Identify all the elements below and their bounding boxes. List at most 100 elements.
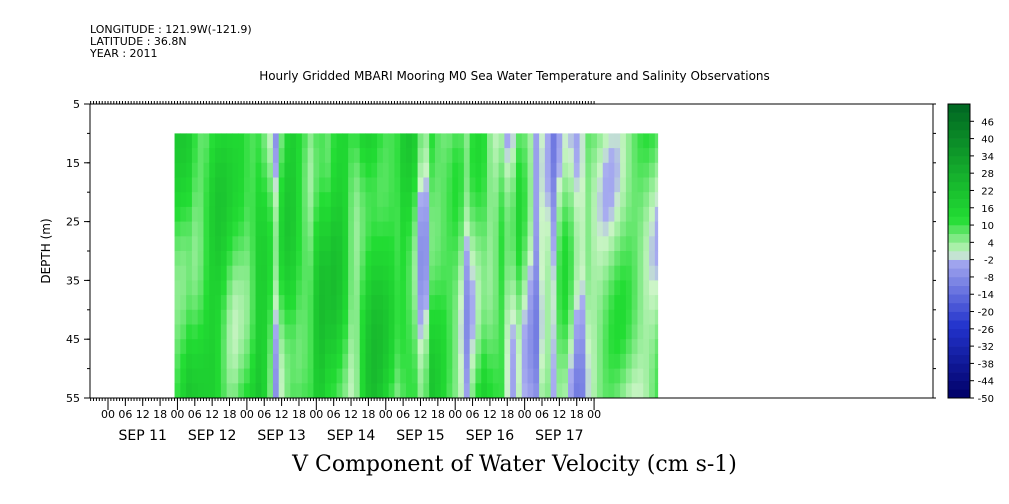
heatmap-cell	[400, 148, 407, 164]
heatmap-cell	[411, 206, 418, 222]
heatmap-cell	[249, 236, 256, 252]
heatmap-cell	[631, 280, 638, 296]
heatmap-cell	[573, 353, 581, 369]
heatmap-cell	[325, 148, 332, 164]
heatmap-cell	[573, 221, 581, 237]
heatmap-cell	[550, 309, 557, 325]
heatmap-cell	[296, 353, 303, 369]
heatmap-cell	[643, 339, 650, 355]
heatmap-cell	[226, 339, 233, 355]
heatmap-cell	[591, 177, 598, 193]
heatmap-cell	[353, 177, 361, 193]
heatmap-cell	[313, 148, 320, 164]
heatmap-cell	[527, 280, 534, 296]
heatmap-cell	[423, 353, 430, 369]
heatmap-cell	[296, 162, 303, 178]
heatmap-cell	[510, 148, 517, 164]
heatmap-cell	[365, 368, 372, 384]
heatmap-cell	[394, 251, 401, 267]
heatmap-cell	[203, 368, 210, 384]
heatmap-cell	[238, 353, 245, 369]
heatmap-cell	[637, 295, 644, 311]
heatmap-cell	[255, 221, 262, 237]
heatmap-cell	[602, 368, 609, 384]
heatmap-cell	[481, 309, 488, 325]
heatmap-cell	[452, 162, 459, 178]
heatmap-cell	[406, 236, 413, 252]
heatmap-cell	[243, 280, 251, 296]
heatmap-cell	[620, 133, 627, 149]
heatmap-cell	[481, 295, 488, 311]
heatmap-cell	[591, 383, 598, 399]
heatmap-cell	[220, 221, 228, 237]
heatmap-cell	[643, 265, 650, 281]
heatmap-cell	[608, 339, 615, 355]
heatmap-cell	[388, 368, 395, 384]
heatmap-cell	[527, 177, 534, 193]
heatmap-cell	[585, 221, 592, 237]
heatmap-cell	[180, 221, 187, 237]
heatmap-cell	[249, 192, 256, 208]
heatmap-cell	[301, 148, 309, 164]
heatmap-cell	[591, 265, 598, 281]
heatmap-cell	[348, 368, 355, 384]
heatmap-cell	[469, 368, 476, 384]
heatmap-cell	[463, 324, 471, 340]
heatmap-cell	[446, 133, 453, 149]
heatmap-cell	[625, 295, 633, 311]
heatmap-cell	[475, 148, 482, 164]
heatmap-cell	[336, 162, 343, 178]
heatmap-cell	[255, 148, 262, 164]
x-tick-label: 18	[292, 408, 306, 421]
heatmap-cell	[226, 368, 233, 384]
heatmap-cell	[649, 295, 656, 311]
heatmap-cell	[579, 383, 586, 399]
heatmap-cell	[325, 383, 332, 399]
heatmap-cell	[440, 309, 447, 325]
heatmap-cell	[197, 133, 204, 149]
heatmap-cell	[446, 309, 453, 325]
heatmap-cell	[602, 295, 609, 311]
heatmap-cell	[463, 295, 471, 311]
heatmap-cell	[215, 295, 222, 311]
heatmap-cell	[429, 177, 436, 193]
heatmap-cell	[429, 133, 436, 149]
heatmap-cell	[614, 251, 621, 267]
heatmap-cell	[197, 280, 204, 296]
heatmap-cell	[434, 177, 442, 193]
heatmap-cell	[290, 177, 297, 193]
heatmap-cell	[284, 177, 291, 193]
heatmap-cell	[527, 162, 534, 178]
heatmap-cell	[631, 206, 638, 222]
heatmap-cell	[579, 368, 586, 384]
heatmap-cell	[342, 353, 349, 369]
heatmap-cell	[319, 339, 326, 355]
heatmap-cell	[498, 324, 505, 340]
heatmap-cell	[290, 236, 297, 252]
heatmap-cell	[440, 339, 447, 355]
heatmap-cell	[487, 177, 494, 193]
heatmap-cell	[365, 353, 372, 369]
heatmap-cell	[278, 162, 285, 178]
heatmap-cell	[498, 295, 505, 311]
heatmap-cell	[481, 383, 488, 399]
heatmap-cell	[463, 236, 471, 252]
heatmap-cell	[365, 339, 372, 355]
heatmap-cell	[255, 280, 262, 296]
heatmap-cell	[452, 148, 459, 164]
heatmap-cell	[579, 324, 586, 340]
heatmap-cell	[550, 162, 557, 178]
heatmap-cell	[556, 221, 563, 237]
heatmap-cell	[215, 339, 222, 355]
heatmap-cell	[394, 324, 401, 340]
heatmap-cell	[325, 309, 332, 325]
heatmap-cell	[544, 206, 552, 222]
heatmap-cell	[261, 280, 268, 296]
heatmap-cell	[186, 192, 193, 208]
heatmap-cell	[290, 383, 297, 399]
heatmap-cell	[568, 236, 575, 252]
heatmap-cell	[353, 148, 361, 164]
heatmap-cell	[243, 177, 251, 193]
heatmap-cell	[533, 339, 540, 355]
heatmap-cell	[238, 295, 245, 311]
